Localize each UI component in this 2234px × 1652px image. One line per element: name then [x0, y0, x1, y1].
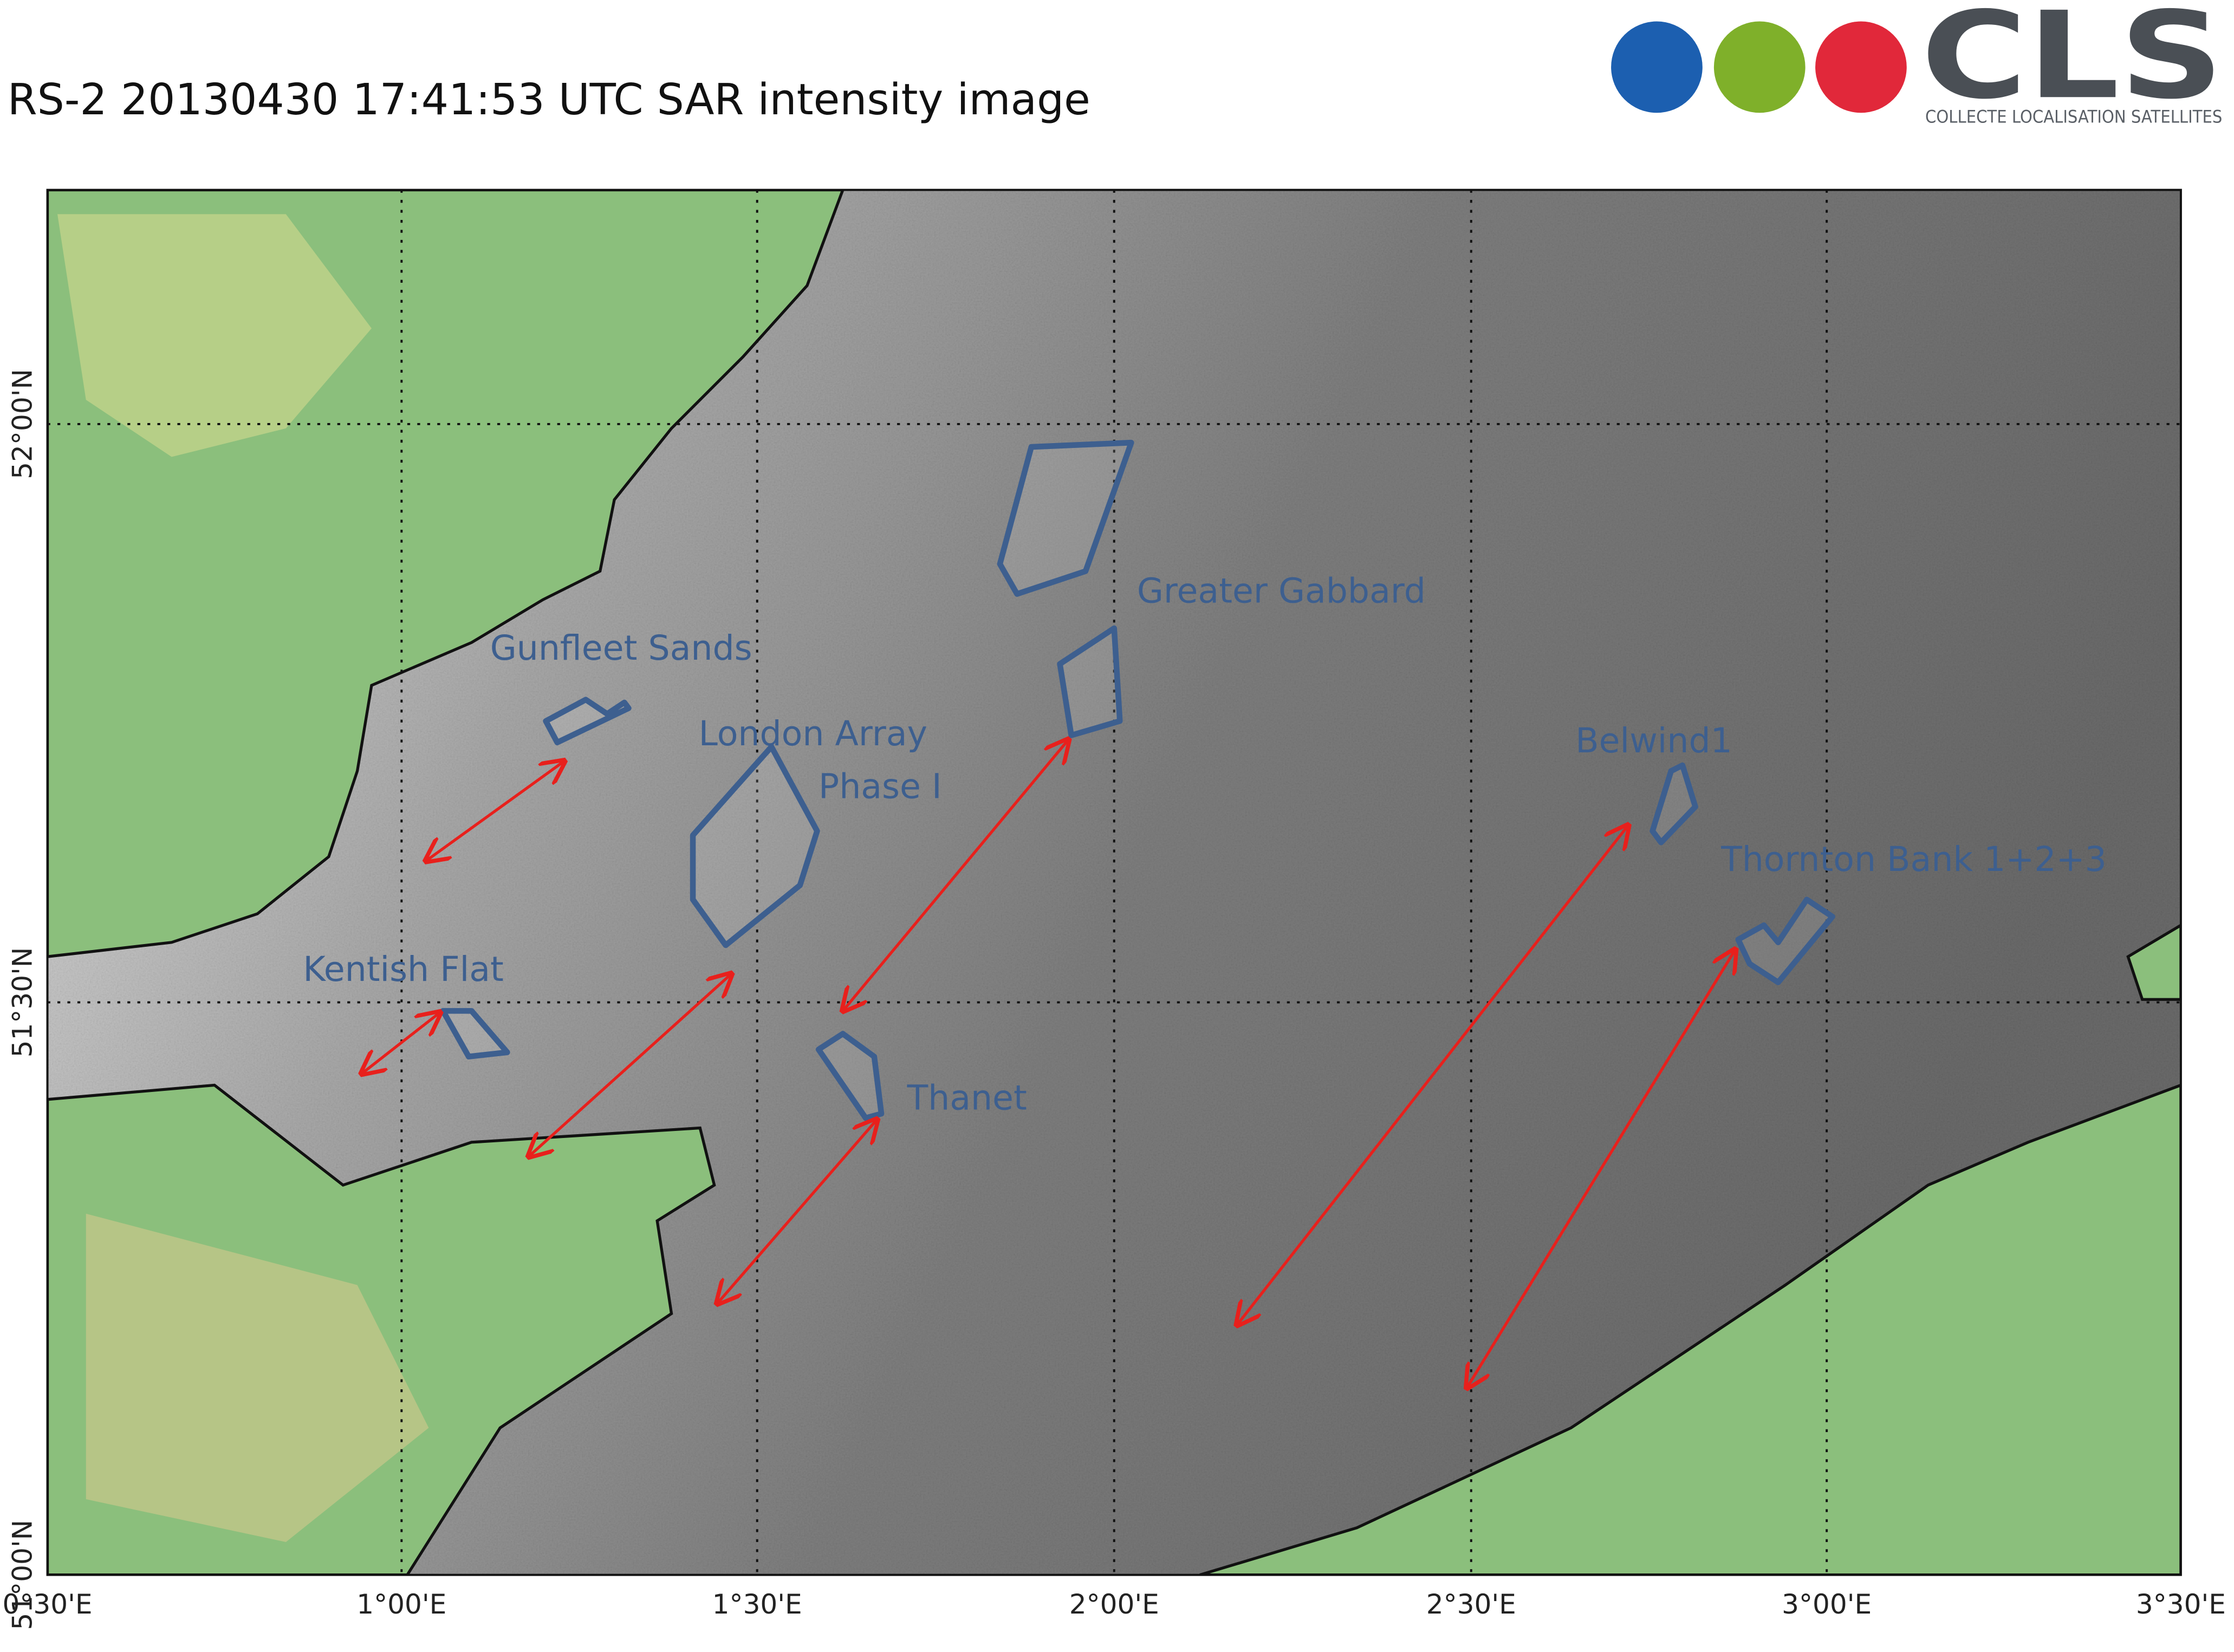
labels: 0°30'E 1°00'E 1°30'E 2°00'E 2°30'E 3°00'E 3°30… [3, 369, 2226, 1630]
arrows [361, 740, 1735, 1388]
logo: CLS COLLECTE LOCALISATION SATELLITES [1611, 0, 2224, 127]
red-arrow [1237, 825, 1628, 1325]
wind-farm-area [440, 1008, 510, 1060]
wind-farm-area [1735, 896, 1835, 985]
lon-tick-label: 1°30'E [712, 1589, 802, 1620]
lon-tick-label: 3°30'E [2136, 1589, 2226, 1620]
lat-tick-label: 51°00'N [7, 1520, 38, 1630]
wind-farm-label: Phase I [819, 766, 942, 807]
wind-farm-label: Thanet [906, 1077, 1027, 1117]
land-belgium [2126, 923, 2181, 1001]
lon-tick-label: 0°30'E [3, 1589, 93, 1620]
lon-tick-label: 2°30'E [1426, 1589, 1516, 1620]
wind-farm-area [690, 744, 820, 948]
wind-farm-area [815, 1031, 885, 1121]
land-highland [57, 214, 372, 457]
lon-tick-label: 3°00'E [1782, 1589, 1872, 1620]
logo-circle-blue [1611, 21, 1703, 113]
red-arrow [843, 740, 1069, 1011]
wind-farm-label: Greater Gabbard [1137, 570, 1426, 610]
wind-farm-area [543, 697, 632, 746]
wind-farm-label: Thornton Bank 1+2+3 [1720, 839, 2107, 879]
red-arrow [717, 1120, 877, 1304]
map-area [47, 190, 2181, 1575]
wind-farms [440, 439, 1835, 1121]
red-arrow [1467, 949, 1736, 1388]
red-arrow [529, 974, 731, 1156]
map-frame [46, 188, 2182, 1576]
wind-farm-area [997, 439, 1134, 597]
logo-circle-red [1815, 21, 1907, 113]
land-downs [86, 1213, 429, 1543]
logo-subtitle: COLLECTE LOCALISATION SATELLITES [1925, 108, 2222, 127]
wind-farm-label: London Array [699, 713, 927, 753]
lon-tick-label: 1°00'E [356, 1589, 446, 1620]
wind-farm-label: Gunfleet Sands [490, 628, 752, 668]
logo-circle-green [1713, 21, 1806, 113]
land-france [1199, 1083, 2181, 1575]
red-arrow [426, 761, 564, 861]
red-arrow [361, 1012, 440, 1074]
lon-tick-label: 2°00'E [1069, 1589, 1159, 1620]
lat-tick-label: 52°00'N [7, 369, 38, 479]
wind-farm-area [1057, 625, 1123, 738]
title: RS-2 20130430 17:41:53 UTC SAR intensity… [8, 75, 1090, 125]
wind-farm-area [1649, 762, 1698, 845]
logo-name: CLS [1921, 0, 2224, 126]
wind-farm-label: Belwind1 [1575, 720, 1732, 760]
lat-tick-label: 51°30'N [7, 947, 38, 1058]
wind-farm-label: Kentish Flat [303, 949, 503, 989]
